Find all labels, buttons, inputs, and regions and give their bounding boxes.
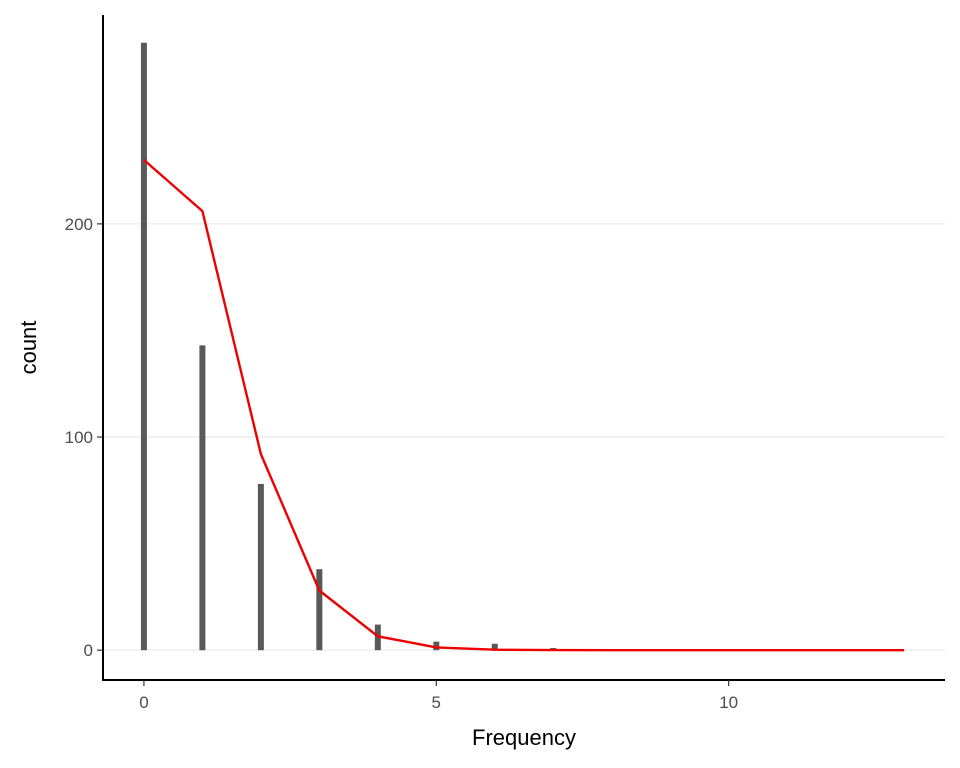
y-tick-label: 100 <box>65 428 93 447</box>
bar <box>491 643 498 651</box>
bar <box>316 569 323 651</box>
axes <box>97 15 945 686</box>
x-tick-label: 5 <box>432 693 441 712</box>
bar-series <box>140 42 557 651</box>
bar <box>433 641 440 651</box>
y-tick-label: 0 <box>84 641 93 660</box>
fitted-line <box>143 158 905 652</box>
line-series <box>143 158 905 652</box>
x-axis-title: Frequency <box>472 725 576 750</box>
bar <box>257 483 264 651</box>
x-tick-label: 0 <box>139 693 148 712</box>
bar <box>199 345 206 651</box>
x-tick-label: 10 <box>719 693 738 712</box>
grid-lines <box>103 223 945 651</box>
bar <box>140 42 147 651</box>
y-axis-title: count <box>16 321 41 375</box>
y-tick-label: 200 <box>65 215 93 234</box>
